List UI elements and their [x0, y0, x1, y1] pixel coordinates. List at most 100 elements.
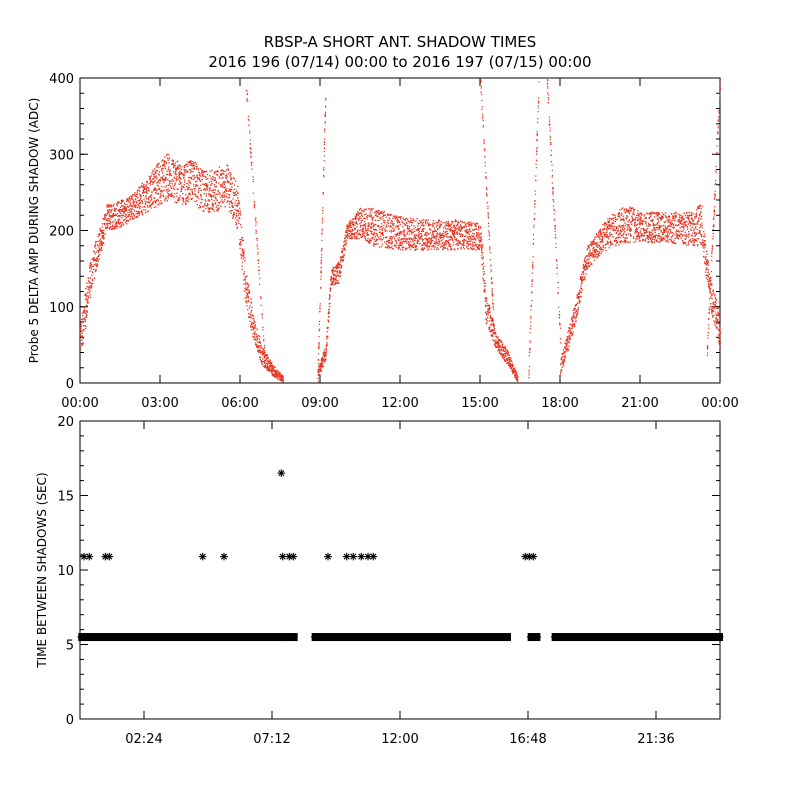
data-point [636, 229, 638, 231]
data-point [359, 222, 361, 225]
data-point [463, 226, 466, 229]
data-point [121, 217, 123, 219]
data-point [475, 226, 477, 228]
data-point [611, 217, 614, 219]
data-point [242, 248, 244, 250]
data-point [629, 206, 631, 208]
data-point [465, 246, 468, 248]
data-point [473, 247, 475, 249]
data-point [171, 163, 173, 165]
data-point [241, 237, 243, 239]
data-point [207, 184, 209, 186]
data-point [89, 277, 92, 279]
data-point [567, 348, 569, 350]
data-point [411, 221, 414, 224]
data-point [619, 233, 621, 235]
data-point [195, 163, 198, 165]
data-point [233, 184, 236, 186]
data-point [103, 229, 105, 231]
data-point [244, 297, 246, 299]
data-point [498, 348, 500, 350]
data-point [91, 274, 93, 276]
data-point [621, 234, 623, 236]
data-point [254, 331, 256, 333]
data-point [200, 196, 202, 198]
data-point [129, 213, 131, 216]
data-point [396, 217, 398, 219]
data-point [634, 209, 636, 211]
data-point [221, 169, 223, 171]
data-point [441, 242, 443, 244]
data-point [341, 265, 343, 267]
data-point [571, 334, 574, 336]
data-point [644, 232, 646, 234]
data-point [439, 237, 442, 239]
data-point [566, 339, 568, 341]
data-point [395, 246, 397, 248]
data-point [599, 229, 601, 232]
data-point [342, 255, 344, 257]
data-point [365, 239, 368, 242]
data-point [620, 215, 623, 217]
data-point [596, 242, 598, 244]
data-point [492, 329, 494, 331]
data-point [123, 219, 126, 221]
data-point [576, 313, 578, 315]
data-point [231, 186, 233, 188]
data-point [95, 264, 97, 267]
data-point [369, 239, 371, 242]
data-point [220, 200, 222, 203]
data-point [390, 226, 392, 228]
data-point [243, 254, 245, 256]
data-point [118, 215, 120, 217]
data-point [142, 192, 144, 194]
data-point [126, 214, 128, 216]
data-point [678, 222, 680, 224]
data-point [347, 237, 349, 239]
data-point [360, 217, 362, 220]
data-point [625, 239, 627, 242]
data-point [504, 350, 506, 352]
data-point [349, 229, 351, 231]
data-point [414, 239, 416, 241]
data-point [414, 230, 416, 232]
data-point [366, 232, 368, 234]
data-point [646, 231, 648, 233]
data-point [138, 203, 141, 205]
data-point [250, 301, 252, 303]
data-point [347, 225, 350, 227]
data-point [642, 227, 644, 229]
data-point [356, 226, 358, 228]
data-point [200, 194, 202, 197]
data-point [592, 249, 594, 251]
data-point [416, 242, 419, 244]
data-point [143, 209, 145, 211]
data-point [124, 221, 127, 224]
data-point [237, 209, 240, 211]
data-point [608, 227, 610, 229]
data-point [131, 205, 133, 207]
data-point [640, 220, 643, 222]
data-point [215, 203, 217, 205]
data-point [263, 349, 265, 351]
data-point [435, 243, 437, 245]
data-point [436, 236, 438, 238]
data-point [329, 306, 331, 308]
data-point [503, 350, 505, 353]
data-point [462, 222, 464, 224]
data-point [86, 310, 88, 312]
data-point [187, 195, 189, 197]
data-point [411, 245, 413, 247]
data-point [391, 241, 394, 243]
data-point [208, 211, 210, 213]
data-point [648, 225, 650, 228]
data-point [109, 206, 111, 208]
data-point [243, 283, 245, 285]
data-point [678, 218, 681, 220]
data-point [120, 199, 122, 201]
data-point [151, 172, 153, 174]
data-point [396, 225, 399, 227]
data-point [101, 242, 103, 245]
data-point [140, 195, 142, 197]
data-point [336, 274, 338, 276]
